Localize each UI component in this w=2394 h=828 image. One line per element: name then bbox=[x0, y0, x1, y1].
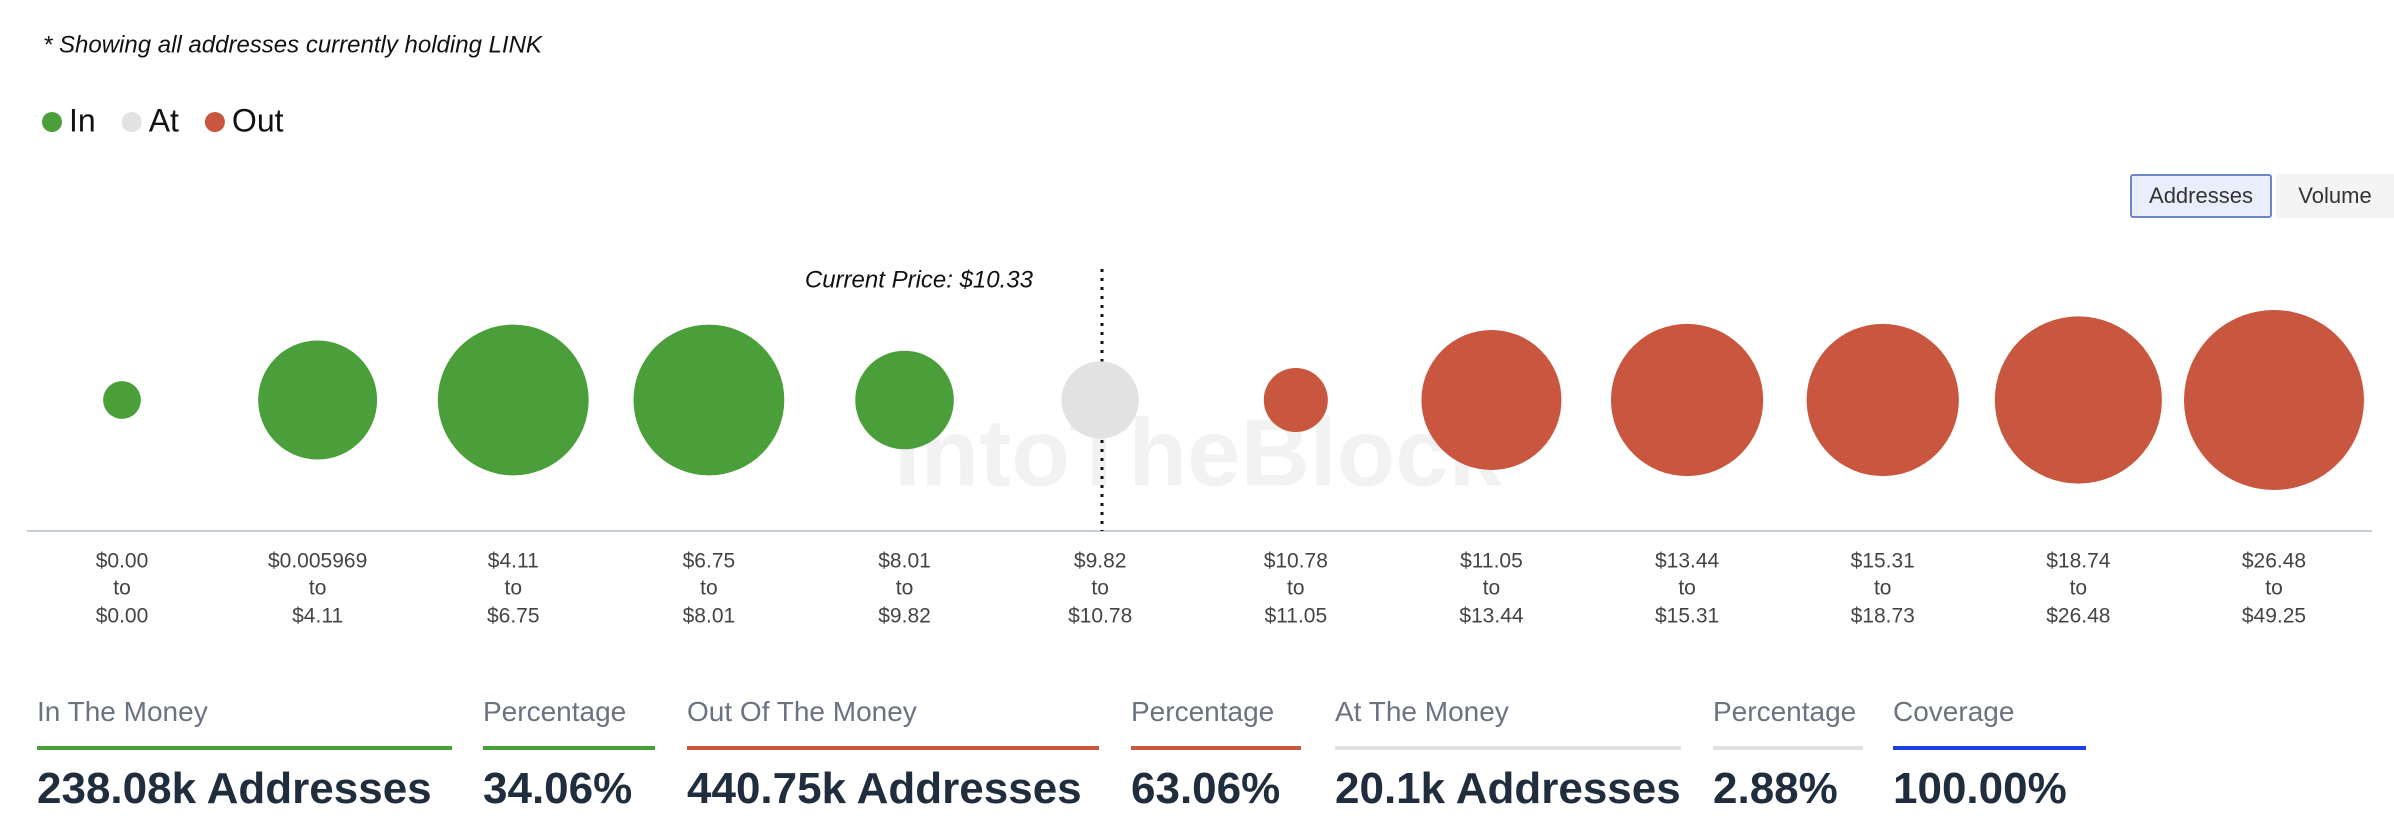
summary-item: Coverage 100.00% bbox=[1893, 696, 2086, 814]
x-tick-from: $11.05 bbox=[1460, 550, 1523, 573]
summary-value: 100.00% bbox=[1893, 764, 2067, 813]
legend-swatch bbox=[121, 112, 142, 132]
x-tick-joiner: to bbox=[309, 577, 327, 600]
summary-label: At The Money bbox=[1335, 696, 1509, 727]
x-tick-joiner: to bbox=[2070, 577, 2088, 600]
summary-value: 440.75k Addresses bbox=[687, 764, 1082, 813]
x-tick-from: $10.78 bbox=[1264, 550, 1328, 573]
summary-label: Percentage bbox=[1131, 696, 1275, 727]
x-tick-from: $8.01 bbox=[878, 550, 931, 573]
x-tick-to: $0.00 bbox=[96, 605, 149, 628]
x-tick-from: $0.005969 bbox=[268, 550, 367, 573]
current-price-label: Current Price: $10.33 bbox=[805, 266, 1034, 293]
note: * Showing all addresses currently holdin… bbox=[43, 31, 543, 58]
x-tick-from: $13.44 bbox=[1655, 550, 1720, 573]
x-tick-to: $9.82 bbox=[878, 605, 931, 628]
summary-underline bbox=[1131, 746, 1301, 750]
summary-underline bbox=[37, 746, 452, 750]
x-tick-to: $13.44 bbox=[1459, 605, 1524, 628]
addresses-button[interactable]: Addresses bbox=[2130, 174, 2272, 218]
x-tick-to: $18.73 bbox=[1851, 605, 1915, 628]
summary-underline bbox=[1893, 746, 2086, 750]
x-tick-joiner: to bbox=[2265, 577, 2283, 600]
x-tick-from: $4.11 bbox=[488, 550, 539, 573]
volume-button[interactable]: Volume bbox=[2276, 174, 2394, 218]
legend-swatch bbox=[42, 112, 62, 132]
x-tick-from: $15.31 bbox=[1851, 550, 1915, 573]
summary-label: Out Of The Money bbox=[687, 696, 917, 727]
watermark: IntoTheBlock bbox=[894, 399, 1503, 506]
x-tick-from: $18.74 bbox=[2046, 550, 2111, 573]
summary-value: 238.08k Addresses bbox=[37, 764, 432, 813]
summary-label: Percentage bbox=[483, 696, 627, 727]
x-tick-joiner: to bbox=[896, 577, 914, 600]
x-tick-joiner: to bbox=[113, 577, 131, 600]
summary-item: Percentage 34.06% bbox=[483, 696, 655, 814]
summary-underline bbox=[483, 746, 655, 750]
summary-value: 20.1k Addresses bbox=[1335, 764, 1681, 813]
bubble bbox=[633, 324, 785, 476]
bubble bbox=[1421, 329, 1562, 471]
bubble bbox=[1806, 323, 1959, 477]
bubble bbox=[1610, 323, 1764, 477]
summary-underline bbox=[687, 746, 1099, 750]
bubble bbox=[437, 324, 589, 476]
bubble bbox=[855, 350, 954, 450]
x-tick-from: $0.00 bbox=[96, 550, 149, 573]
x-tick-to: $11.05 bbox=[1264, 605, 1327, 628]
summary-underline bbox=[1713, 746, 1863, 750]
x-tick-to: $15.31 bbox=[1655, 605, 1719, 628]
x-tick-joiner: to bbox=[700, 577, 718, 600]
x-tick-joiner: to bbox=[1678, 577, 1696, 600]
x-tick-from: $26.48 bbox=[2242, 550, 2306, 573]
x-tick-to: $8.01 bbox=[683, 605, 736, 628]
x-tick-joiner: to bbox=[505, 577, 523, 600]
summary-label: Percentage bbox=[1713, 696, 1857, 727]
legend-label: Out bbox=[232, 102, 284, 138]
summary-item: Percentage 2.88% bbox=[1713, 696, 1863, 814]
x-tick-to: $49.25 bbox=[2242, 605, 2306, 628]
bubble bbox=[2184, 310, 2364, 490]
summary-item: At The Money 20.1k Addresses bbox=[1335, 696, 1681, 814]
summary-value: 34.06% bbox=[483, 764, 633, 813]
summary-item: Out Of The Money 440.75k Addresses bbox=[687, 696, 1099, 814]
legend-label: In bbox=[69, 102, 96, 138]
summary-item: In The Money 238.08k Addresses bbox=[37, 696, 452, 814]
x-tick-joiner: to bbox=[1483, 577, 1501, 600]
bubble bbox=[1263, 367, 1328, 433]
x-tick-joiner: to bbox=[1287, 577, 1305, 600]
x-tick-from: $6.75 bbox=[683, 550, 736, 573]
summary-label: In The Money bbox=[37, 696, 208, 727]
legend-label: At bbox=[149, 102, 179, 138]
bubble bbox=[258, 340, 378, 460]
summary-value: 63.06% bbox=[1131, 764, 1281, 813]
x-tick-from: $9.82 bbox=[1074, 550, 1127, 573]
x-tick-joiner: to bbox=[1874, 577, 1892, 600]
x-tick-joiner: to bbox=[1091, 577, 1109, 600]
x-tick-to: $4.11 bbox=[292, 605, 343, 628]
bubble bbox=[1994, 316, 2162, 484]
chart: * Showing all addresses currently holdin… bbox=[27, 31, 2372, 628]
summary-label: Coverage bbox=[1893, 696, 2015, 727]
summary-underline bbox=[1335, 746, 1681, 750]
bubble bbox=[1061, 361, 1139, 439]
x-tick-to: $10.78 bbox=[1068, 605, 1132, 628]
summary-value: 2.88% bbox=[1713, 764, 1838, 813]
summary-item: Percentage 63.06% bbox=[1131, 696, 1301, 814]
legend-swatch bbox=[204, 112, 225, 132]
bubble bbox=[103, 381, 141, 419]
x-tick-to: $6.75 bbox=[487, 605, 540, 628]
x-tick-to: $26.48 bbox=[2046, 605, 2110, 628]
